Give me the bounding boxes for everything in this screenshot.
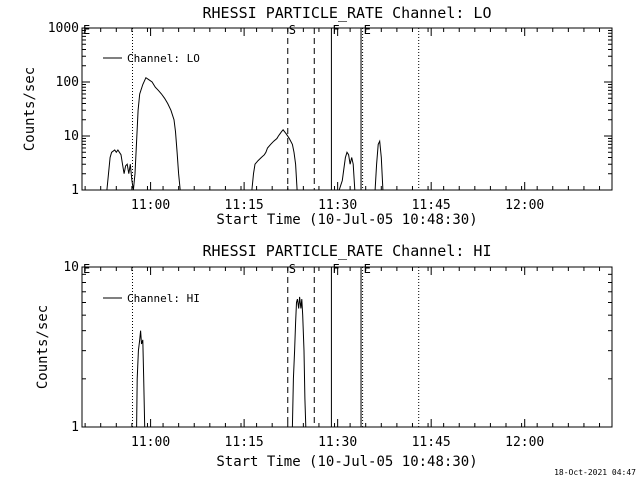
series-line-lo [338, 151, 356, 191]
chart-title-hi: RHESSI PARTICLE_RATE Channel: HI [203, 242, 492, 260]
event-marker-label-hi: S [289, 262, 296, 276]
plot-marks-lo: 1 10 100 1000 11:00 11:15 11:30 11:45 12:00 E S F E [48, 21, 612, 213]
plot-marks-hi: 1 10 11:00 11:15 11:30 11:45 12:00 E S F E [63, 260, 612, 450]
series-line-hi [291, 296, 307, 428]
y-tick-label-lo: 100 [56, 75, 79, 90]
event-marker-label-hi: E [83, 262, 90, 276]
x-axis-label-lo: Start Time (10-Jul-05 10:48:30) [216, 212, 477, 228]
x-tick-label-hi: 11:00 [131, 435, 170, 450]
panel-lo: RHESSI PARTICLE_RATE Channel: LO 1101001… [22, 4, 613, 228]
y-tick-label-hi: 10 [63, 260, 79, 275]
x-tick-label-lo: 11:15 [225, 198, 264, 213]
event-marker-label-lo: E [83, 23, 90, 37]
event-marker-label-hi: F [332, 262, 339, 276]
timestamp: 18-Oct-2021 04:47 [554, 468, 636, 477]
event-marker-label-lo: S [289, 23, 296, 37]
plot-frame-hi [81, 266, 613, 428]
chart-title-lo: RHESSI PARTICLE_RATE Channel: LO [203, 4, 492, 22]
x-tick-label-hi: 11:30 [318, 435, 357, 450]
x-tick-label-hi: 11:15 [225, 435, 264, 450]
series-line-lo [251, 129, 298, 191]
x-tick-label-lo: 11:00 [131, 198, 170, 213]
y-tick-label-lo: 1 [71, 183, 79, 198]
event-marker-label-lo: F [332, 23, 339, 37]
y-axis-label-lo: Counts/sec [22, 67, 38, 151]
panel-hi: RHESSI PARTICLE_RATE Channel: HI 1 10 11:0… [35, 242, 613, 470]
series-line-hi [136, 330, 146, 428]
y-tick-label-lo: 1000 [48, 21, 79, 36]
x-tick-label-lo: 12:00 [505, 198, 544, 213]
x-tick-label-hi: 11:45 [412, 435, 451, 450]
x-tick-label-hi: 12:00 [505, 435, 544, 450]
legend-label-hi: Channel: HI [127, 292, 200, 305]
series-line-lo [374, 139, 384, 191]
event-marker-label-lo: E [364, 23, 371, 37]
x-tick-label-lo: 11:45 [412, 198, 451, 213]
x-axis-label-hi: Start Time (10-Jul-05 10:48:30) [216, 454, 477, 470]
plot-frame-lo [81, 27, 613, 191]
series-line-lo [106, 76, 181, 191]
event-marker-label-hi: E [364, 262, 371, 276]
y-tick-label-hi: 1 [71, 420, 79, 435]
legend-label-lo: Channel: LO [127, 52, 200, 65]
x-tick-label-lo: 11:30 [318, 198, 357, 213]
y-tick-label-lo: 10 [63, 129, 79, 144]
y-axis-label-hi: Counts/sec [35, 305, 51, 389]
